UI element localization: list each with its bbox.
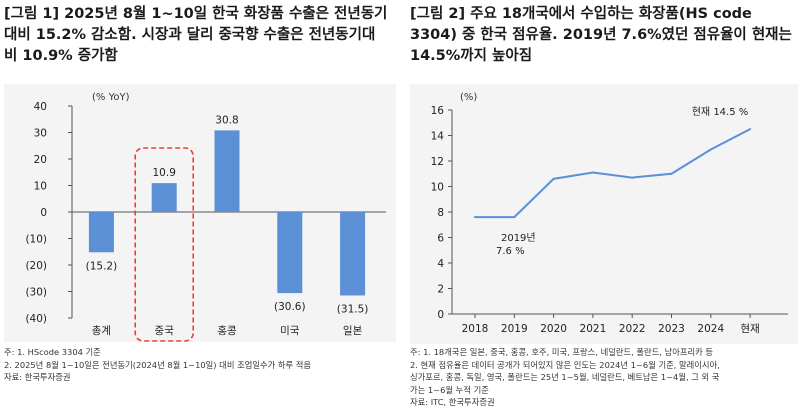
x-tick-label: 2022 xyxy=(619,323,646,335)
x-tick-label: 현재 xyxy=(740,323,759,335)
annotation-2019-value: 7.6 % xyxy=(496,246,525,257)
x-tick-label: 2023 xyxy=(658,323,685,335)
highlight-box xyxy=(134,147,194,342)
share-point-2021 xyxy=(591,171,594,174)
x-tick-label: 2024 xyxy=(697,323,724,335)
bar-일본 xyxy=(340,212,366,296)
share-point-2018 xyxy=(474,216,476,219)
share-point-2024 xyxy=(709,148,712,151)
x-category-label: 일본 xyxy=(343,324,363,337)
figure-1-title-line: 대비 15.2% 감소함. 시장과 달리 중국향 수출은 전년동기대 xyxy=(4,27,376,43)
y-tick-label: 2 xyxy=(437,284,444,296)
y-tick-label: (40) xyxy=(25,313,47,325)
note-line: 2. 현재 점유율은 데이터 공개가 되어있지 않은 인도는 2024년 1~6… xyxy=(410,359,720,370)
y-tick-label: (20) xyxy=(25,260,47,272)
share-point-2020 xyxy=(552,177,555,180)
figure-2-notes: 주: 1. 18개국은 일본, 중국, 홍콩, 호주, 미국, 프랑스, 네덜란… xyxy=(410,346,720,409)
bar-미국 xyxy=(277,212,303,294)
x-category-label: 홍콩 xyxy=(217,324,237,337)
x-category-label: 중국 xyxy=(155,325,175,337)
share-point-2019 xyxy=(513,216,516,219)
bar-총계 xyxy=(88,212,114,253)
y-tick-label: 30 xyxy=(34,128,47,140)
x-category-label: 미국 xyxy=(280,325,300,337)
x-tick-label: 2021 xyxy=(580,323,607,335)
y-unit-label: (%) xyxy=(460,92,477,103)
x-tick-label: 2018 xyxy=(462,323,489,335)
y-tick-label: 40 xyxy=(34,101,47,113)
y-tick-label: 8 xyxy=(437,207,444,219)
note-line: 자료: 한국투자증권 xyxy=(4,372,71,382)
note-line: 자료: ITC, 한국투자증권 xyxy=(410,397,495,407)
share-point-현재 xyxy=(749,128,752,131)
data-label: (30.6) xyxy=(274,301,306,313)
x-tick-label: 2019 xyxy=(501,323,528,335)
figure-2-panel: [그림 2] 주요 18개국에서 수입하는 화장품(HS code 3304) … xyxy=(408,0,800,420)
data-label: (15.2) xyxy=(86,260,118,272)
bar-홍콩 xyxy=(214,130,240,212)
figure-1-title: [그림 1] 2025년 8월 1~10일 한국 화장품 수출은 전년동기 대비… xyxy=(4,4,387,67)
figure-2-title-line: [그림 2] 주요 18개국에서 수입하는 화장품(HS code xyxy=(410,6,752,22)
figure-1-panel: [그림 1] 2025년 8월 1~10일 한국 화장품 수출은 전년동기 대비… xyxy=(0,0,398,420)
y-tick-label: (30) xyxy=(25,287,47,299)
y-unit-label: (% YoY) xyxy=(92,92,130,103)
line-chart-area: (%) 16 14 12 10 8 6 4 2 0 2018 2019 2020 2021 2022 2023… xyxy=(410,84,798,344)
y-tick-label: 10 xyxy=(431,182,444,194)
x-tick-label: 2020 xyxy=(540,323,567,335)
y-tick-label: 12 xyxy=(431,156,444,168)
note-line: 싱가포르, 홍콩, 독일, 영국, 폴란드는 25년 1~5월, 네덜란드, 베… xyxy=(410,372,720,382)
y-tick-label: 6 xyxy=(437,233,444,245)
bar-chart-area: (% YoY) 40 30 20 10 0 (10) (20) (30) (40) (15.2) 총계… xyxy=(4,84,396,342)
bar-chart-svg: (% YoY) 40 30 20 10 0 (10) (20) (30) (40) (15.2) 총계… xyxy=(25,92,386,342)
figure-2-title: [그림 2] 주요 18개국에서 수입하는 화장품(HS code 3304) … xyxy=(410,4,792,67)
y-tick-label: 14 xyxy=(431,131,445,143)
figure-1-notes: 주: 1. HScode 3304 기준 2. 2025년 8월 1~10일은 … xyxy=(4,346,311,384)
note-line: 가는 1~6월 누적 기준 xyxy=(410,384,489,395)
y-tick-label: 0 xyxy=(437,309,444,321)
y-tick-label: 10 xyxy=(34,181,47,193)
y-tick-label: 4 xyxy=(437,258,444,270)
note-line: 2. 2025년 8월 1~10일은 전년동기(2024년 8월 1~10일) … xyxy=(4,359,312,370)
y-tick-label: 0 xyxy=(40,207,47,219)
figure-1-title-line: 비 10.9% 증가함 xyxy=(4,48,118,64)
figure-2-title-line: 3304) 중 한국 점유율. 2019년 7.6%였던 점유율이 현재는 xyxy=(410,27,792,43)
annotation-current: 현재 14.5 % xyxy=(692,106,749,118)
y-tick-label: 16 xyxy=(431,105,445,117)
x-category-label: 총계 xyxy=(92,325,111,337)
data-label: 30.8 xyxy=(215,114,238,126)
data-label: (31.5) xyxy=(337,303,369,315)
y-tick-label: (10) xyxy=(25,234,47,246)
bar-중국 xyxy=(151,183,177,212)
y-tick-label: 20 xyxy=(34,154,47,166)
share-point-2023 xyxy=(670,172,673,175)
note-line: 주: 1. 18개국은 일본, 중국, 홍콩, 호주, 미국, 프랑스, 네덜란… xyxy=(410,347,714,357)
line-chart-svg: (%) 16 14 12 10 8 6 4 2 0 2018 2019 2020 2021 2022 2023… xyxy=(431,92,788,335)
share-point-2022 xyxy=(631,176,634,179)
data-label: 10.9 xyxy=(153,167,176,179)
figure-1-title-line: [그림 1] 2025년 8월 1~10일 한국 화장품 수출은 전년동기 xyxy=(4,6,388,22)
figure-2-title-line: 14.5%까지 높아짐 xyxy=(410,48,533,64)
share-series-line xyxy=(475,128,751,219)
annotation-2019-year: 2019년 xyxy=(501,232,536,244)
note-line: 주: 1. HScode 3304 기준 xyxy=(4,347,101,357)
